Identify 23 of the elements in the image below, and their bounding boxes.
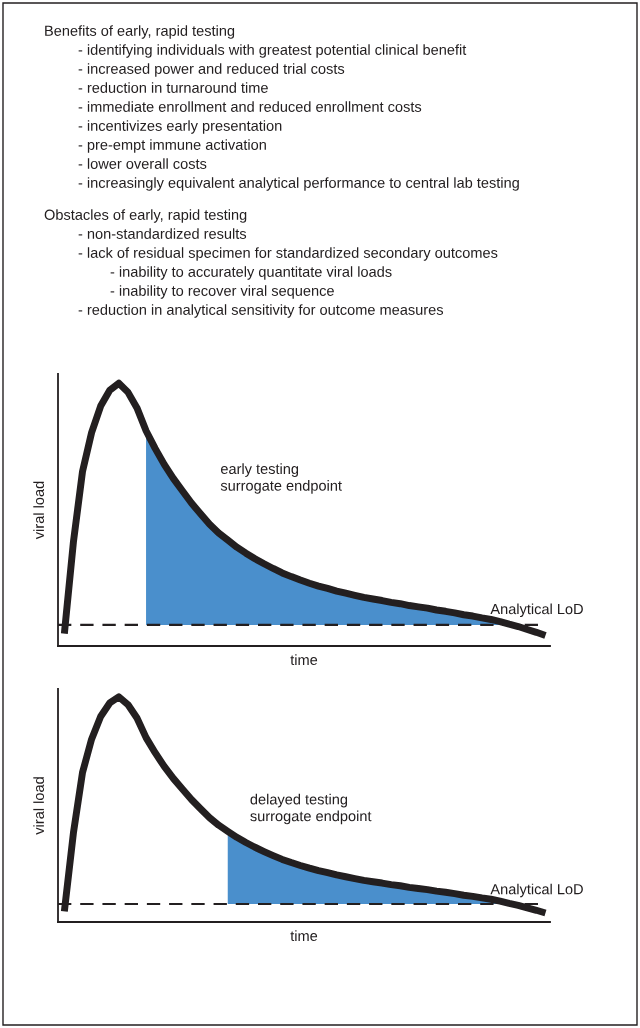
text: - inability to recover viral sequence <box>110 285 334 299</box>
x-axis-title: time <box>290 654 318 666</box>
x-axis-title: time <box>290 930 318 942</box>
text: - lack of residual specimen for standardized secondary outcomes <box>78 247 498 261</box>
text: - pre-empt immune activation <box>78 139 266 153</box>
annotation: delayed testing surrogate endpoint <box>250 793 372 825</box>
text: - lower overall costs <box>78 158 207 169</box>
text: - immediate enrollment and reduced enrollment costs <box>78 101 422 112</box>
text: - inability to accurately quantitate viral loads <box>110 266 392 280</box>
text: - non-standardized results <box>78 228 247 239</box>
ref-line-label: Analytical LoD <box>490 603 583 618</box>
text: - reduction in analytical sensitivity for outcome measures <box>78 304 444 318</box>
text: Obstacles of early, rapid testing <box>44 209 247 223</box>
y-axis-title: viral load <box>33 777 45 835</box>
text: - identifying individuals with greatest potential clinical benefit <box>78 44 467 58</box>
text: - increased power and reduced trial costs <box>78 63 345 77</box>
annotation: early testing surrogate endpoint <box>220 463 342 494</box>
text: - incentivizes early presentation <box>78 120 282 134</box>
y-axis-title: viral load <box>33 481 45 540</box>
text: - reduction in turnaround time <box>78 82 268 93</box>
ref-line-label: Analytical LoD <box>490 883 583 898</box>
text: Benefits of early, rapid testing <box>45 25 235 39</box>
text: - increasingly equivalent analytical performance to central lab testing <box>78 177 519 191</box>
